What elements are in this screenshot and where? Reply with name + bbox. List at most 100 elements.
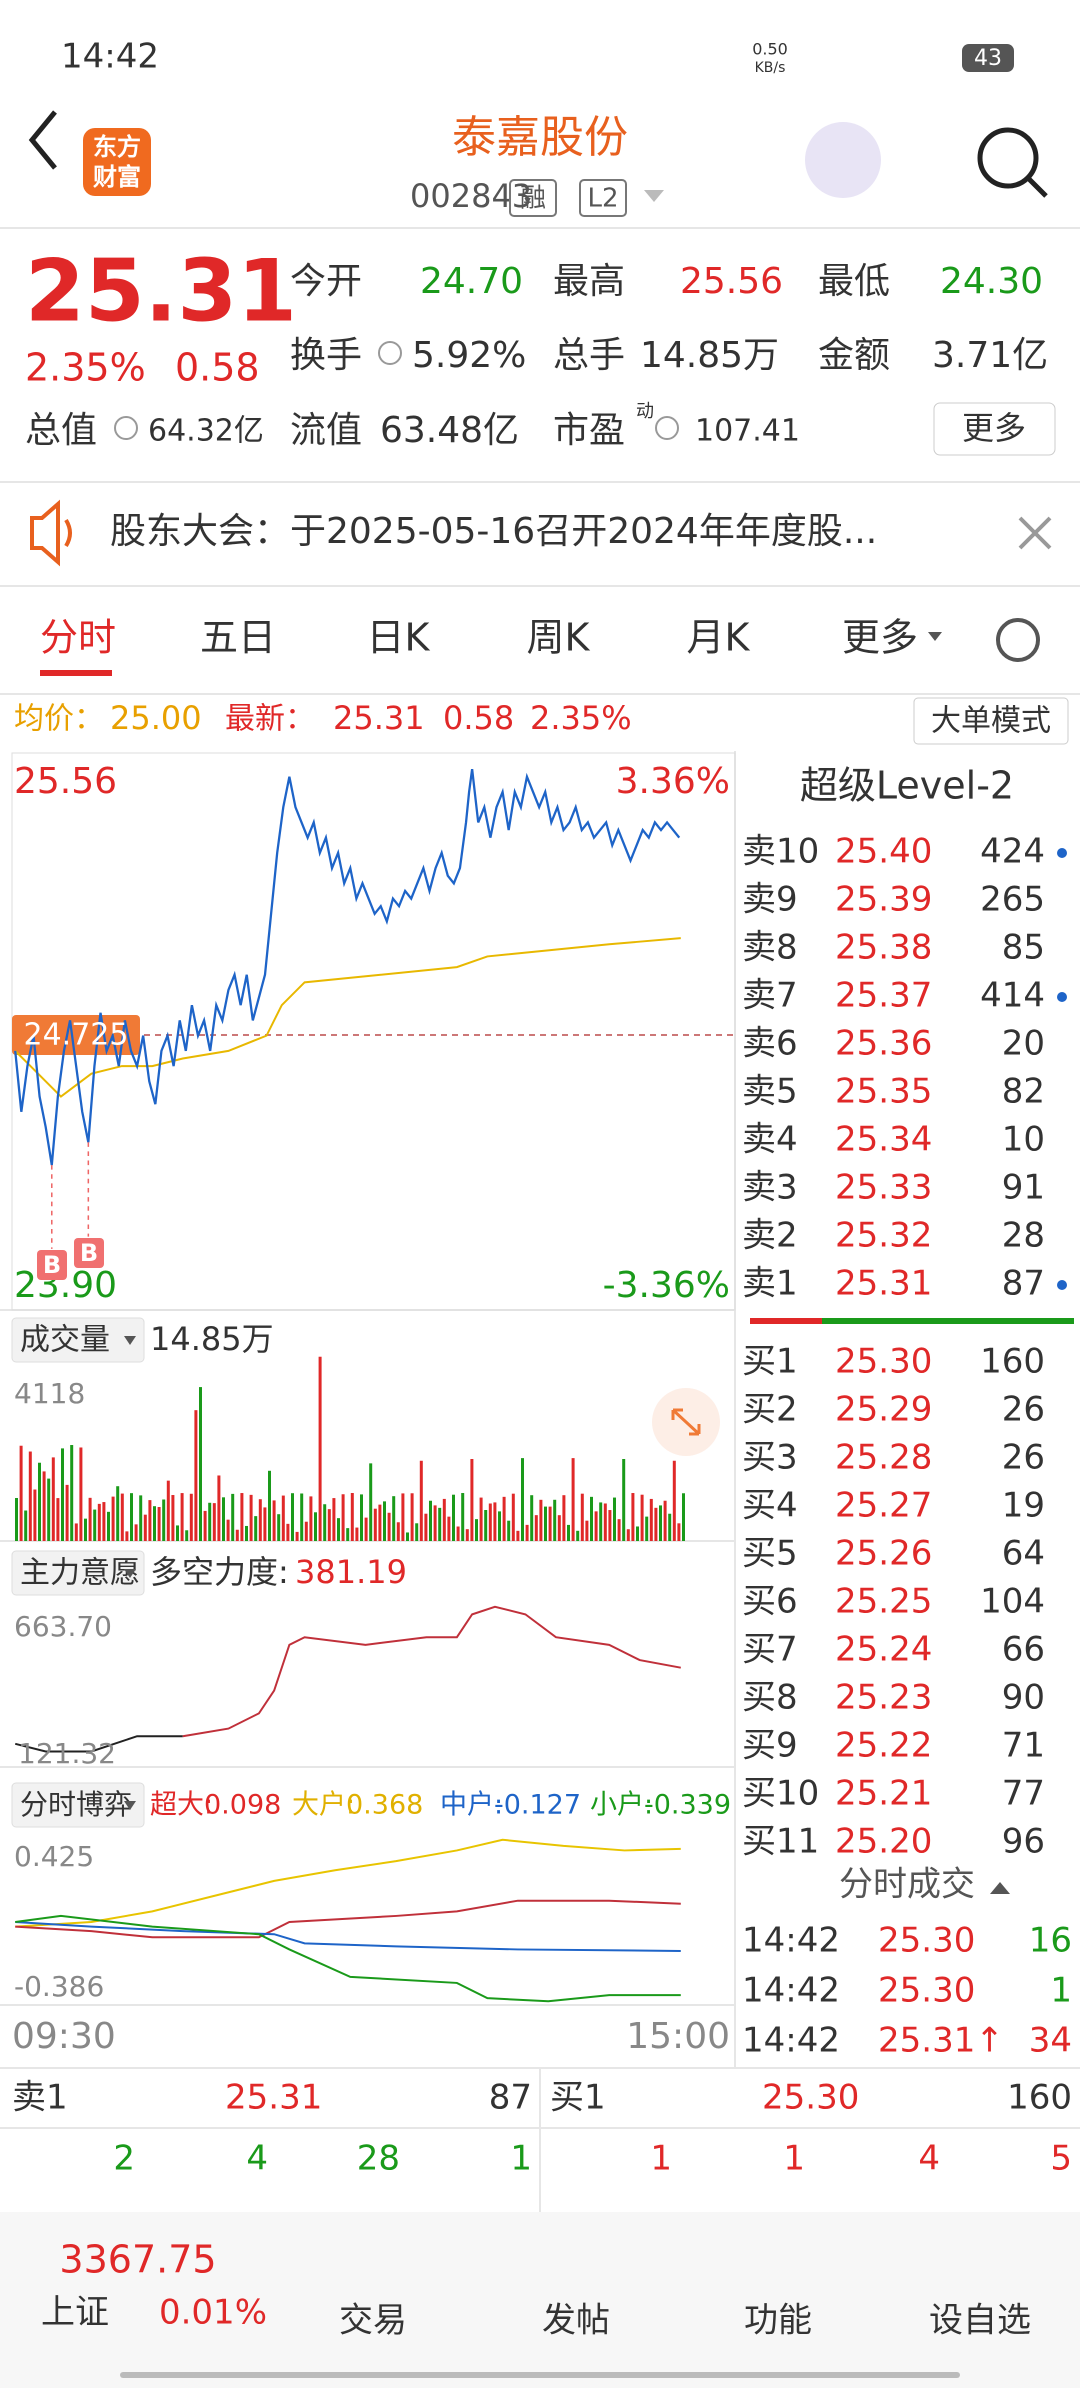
main-force-label[interactable]: 主力意愿: [20, 1556, 140, 1591]
badge: [509, 179, 557, 217]
volume-bar: [392, 1496, 396, 1541]
index-name[interactable]: 上证: [41, 2293, 109, 2333]
status-speed-unit: KB/s: [755, 60, 786, 76]
field-label: 换手: [290, 335, 362, 376]
bid-label: 买10: [742, 1774, 819, 1814]
avatar[interactable]: [805, 122, 881, 198]
volume-bar: [291, 1493, 294, 1541]
volume-bar: [631, 1493, 635, 1541]
volume-bar: [97, 1503, 101, 1541]
notice-text[interactable]: 股东大会：于2025-05-16召开2024年年度股...: [110, 511, 877, 552]
logo-text: 东方: [93, 133, 141, 161]
volume-total: 14.85万: [150, 1320, 274, 1358]
volume-bar: [534, 1515, 538, 1541]
bid-label: 买6: [742, 1582, 798, 1622]
book-title: 超级Level-2: [800, 764, 1014, 808]
volume-bar: [189, 1493, 193, 1541]
mode-button-text[interactable]: 大单模式: [931, 704, 1051, 739]
volume-bar: [120, 1493, 124, 1541]
tab[interactable]: 五日: [200, 616, 276, 660]
tab[interactable]: 分时: [40, 616, 116, 660]
ask-label: 卖5: [742, 1072, 798, 1112]
volume-bar: [102, 1502, 106, 1541]
volume-bar: [530, 1495, 534, 1541]
ask-volume: 265: [980, 880, 1045, 920]
expand-icon: [671, 1408, 701, 1436]
ask-volume: 28: [1002, 1216, 1045, 1256]
trades-title[interactable]: 分时成交: [839, 1865, 975, 1905]
more-button-text[interactable]: 更多: [962, 409, 1026, 447]
price: 25.31: [25, 241, 297, 341]
field-label: 金额: [818, 335, 890, 376]
volume-label[interactable]: 成交量: [20, 1323, 110, 1358]
volume-bar: [88, 1497, 92, 1541]
volume-bar: [162, 1499, 166, 1541]
queue-item: 1: [783, 2139, 805, 2179]
indicator-label: 多空力度:: [150, 1553, 289, 1591]
volume-bar: [208, 1502, 212, 1541]
volume-bar: [622, 1458, 626, 1541]
nav-item[interactable]: 功能: [744, 2301, 812, 2341]
volume-bar: [51, 1457, 55, 1541]
chart-high-pct: 3.36%: [616, 761, 730, 802]
tab[interactable]: 周K: [527, 616, 591, 660]
trade-volume: 16: [1029, 1921, 1072, 1961]
volume-bar: [419, 1460, 423, 1541]
tab[interactable]: 更多: [842, 616, 918, 660]
ask-price: 25.35: [835, 1072, 932, 1112]
game-item-value: 0.368: [346, 1790, 423, 1821]
volume-bar: [240, 1493, 244, 1541]
volume-bar: [166, 1480, 170, 1541]
volume-bar: [111, 1496, 115, 1541]
volume-bar: [521, 1458, 524, 1541]
volume-bar: [130, 1493, 133, 1541]
ask-price: 25.38: [835, 928, 932, 968]
volume-bar: [268, 1470, 271, 1541]
volume-bar: [249, 1494, 253, 1541]
volume-bar: [350, 1493, 354, 1541]
selector-box[interactable]: [11, 1550, 145, 1596]
main-force-min: 121.32: [18, 1737, 116, 1770]
volume-bar: [194, 1410, 198, 1541]
nav-item[interactable]: 发帖: [542, 2301, 610, 2341]
volume-bar: [254, 1516, 258, 1541]
tab[interactable]: 月K: [687, 616, 751, 660]
marker-text: B: [80, 1239, 98, 1267]
selector-arrow: [124, 1801, 136, 1810]
volume-bar: [116, 1486, 120, 1541]
volume-bar: [447, 1516, 451, 1541]
tab-arrow: [928, 632, 942, 641]
game-item-name: 大户:: [292, 1790, 355, 1821]
charts: [14, 768, 681, 2003]
nav-item[interactable]: 设自选: [929, 2301, 1031, 2341]
field-value: 24.70: [420, 261, 523, 302]
game-label[interactable]: 分时博弈: [20, 1788, 132, 1821]
more-button[interactable]: [933, 402, 1056, 456]
tab[interactable]: 日K: [367, 616, 431, 660]
bid-label: 买3: [742, 1438, 798, 1478]
selector-box[interactable]: [11, 1782, 145, 1828]
volume-bar: [548, 1506, 552, 1541]
volume-bar: [452, 1494, 455, 1541]
volume-bar: [636, 1526, 639, 1541]
bid-volume: 19: [1002, 1486, 1045, 1526]
ask-volume: 10: [1002, 1120, 1045, 1160]
index-pct[interactable]: 0.01%: [159, 2293, 267, 2333]
book-row-volume: 160: [1007, 2078, 1072, 2118]
volume-bar: [15, 1498, 18, 1541]
volume-bar: [42, 1471, 46, 1541]
volume-bar: [438, 1507, 442, 1541]
ask-volume: 87: [1002, 1264, 1045, 1304]
volume-bar: [659, 1505, 662, 1541]
field-value: 5.92%: [412, 335, 526, 376]
index-value[interactable]: 3367.75: [59, 2238, 216, 2282]
volume-bar: [502, 1496, 506, 1541]
volume-bar: [396, 1522, 400, 1541]
volume-bar: [401, 1493, 405, 1541]
selector-box[interactable]: [11, 1317, 145, 1363]
mode-button[interactable]: [913, 697, 1069, 745]
ask-price: 25.31: [835, 1264, 932, 1304]
change: 0.58: [175, 346, 260, 390]
volume-bar: [484, 1510, 488, 1541]
nav-item[interactable]: 交易: [339, 2301, 407, 2341]
